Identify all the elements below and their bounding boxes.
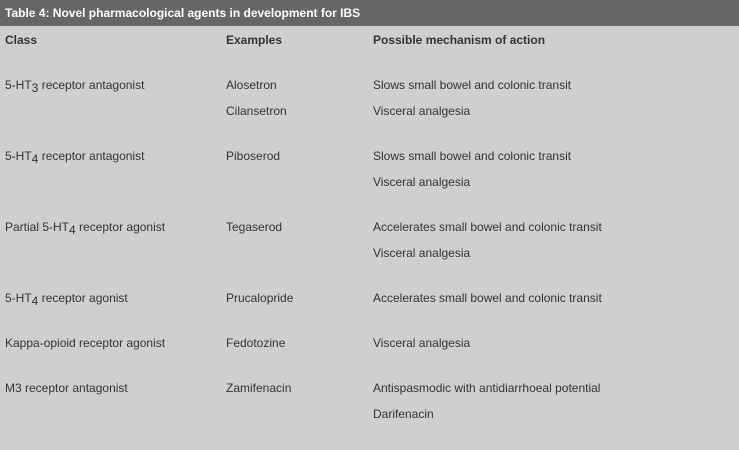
header-examples: Examples [226,33,283,47]
row-examples: Alosetron Cilansetron [226,77,287,129]
row-class: Partial 5-HT4 receptor agonist [5,220,166,237]
example-item: Fedotozine [226,336,286,350]
mechanism-item: Visceral analgesia [373,104,471,118]
row-mechanism: Accelerates small bowel and colonic tran… [373,290,602,316]
example-item: Zamifenacin [226,381,292,395]
mechanism-item: Slows small bowel and colonic transit [373,149,572,163]
row-mechanism: Visceral analgesia [373,335,470,361]
table-header-row: Class Examples Possible mechanism of act… [0,26,739,56]
row-class: 5-HT4 receptor agonist [5,291,128,308]
example-item: Piboserod [226,149,281,163]
header-class: Class [5,33,38,47]
row-mechanism: Accelerates small bowel and colonic tran… [373,219,602,271]
table-title: Table 4: Novel pharmacological agents in… [0,0,739,26]
row-examples: Prucalopride [226,290,293,316]
row-class: Kappa-opioid receptor agonist [5,336,166,350]
mechanism-item: Antispasmodic with antidiarrhoeal potent… [373,381,601,395]
header-mechanism: Possible mechanism of action [373,33,546,47]
row-class: 5-HT4 receptor antagonist [5,149,145,166]
mechanism-item: Visceral analgesia [373,246,471,260]
mechanism-item: Visceral analgesia [373,336,471,350]
row-examples: Tegaserod [226,219,282,245]
row-examples: Zamifenacin [226,380,291,406]
row-class: 5-HT3 receptor antagonist [5,78,145,95]
mechanism-item: Darifenacin [373,407,434,421]
example-item: Cilansetron [226,104,287,118]
row-mechanism: Slows small bowel and colonic transit Vi… [373,148,571,200]
mechanism-item: Visceral analgesia [373,175,471,189]
example-item: Prucalopride [226,291,294,305]
mechanism-item: Accelerates small bowel and colonic tran… [373,291,602,305]
example-item: Alosetron [226,78,277,92]
row-mechanism: Slows small bowel and colonic transit Vi… [373,77,571,129]
mechanism-item: Slows small bowel and colonic transit [373,78,572,92]
row-mechanism: Antispasmodic with antidiarrhoeal potent… [373,380,600,432]
row-class: M3 receptor antagonist [5,381,128,395]
row-examples: Fedotozine [226,335,285,361]
row-examples: Piboserod [226,148,280,174]
mechanism-item: Accelerates small bowel and colonic tran… [373,220,602,234]
example-item: Tegaserod [226,220,283,234]
